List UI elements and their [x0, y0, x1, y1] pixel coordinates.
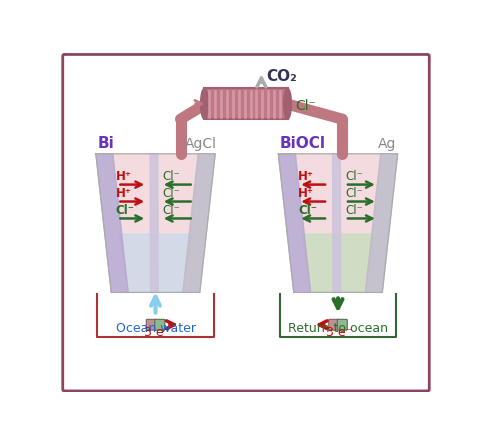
FancyBboxPatch shape [146, 319, 156, 330]
Text: Cl⁻: Cl⁻ [345, 170, 363, 183]
Text: H⁺: H⁺ [299, 170, 314, 183]
FancyBboxPatch shape [337, 319, 347, 330]
Text: Bi: Bi [97, 136, 114, 151]
FancyBboxPatch shape [204, 88, 288, 119]
Text: 3 e⁻: 3 e⁻ [326, 325, 353, 339]
Text: Ocean water: Ocean water [116, 321, 195, 335]
Text: H⁺: H⁺ [116, 170, 132, 183]
Text: Cl⁻: Cl⁻ [162, 204, 180, 217]
Text: BiOCl: BiOCl [280, 136, 326, 151]
Ellipse shape [201, 88, 208, 119]
Text: Return to ocean: Return to ocean [288, 321, 388, 335]
FancyBboxPatch shape [329, 319, 339, 330]
FancyBboxPatch shape [155, 319, 165, 330]
Text: 3 e⁻: 3 e⁻ [144, 325, 170, 339]
Polygon shape [295, 154, 381, 292]
Polygon shape [183, 154, 215, 292]
Polygon shape [278, 154, 311, 292]
Text: Cl⁻: Cl⁻ [299, 204, 317, 217]
Text: CO₂: CO₂ [266, 68, 297, 83]
Text: AgCl: AgCl [184, 137, 216, 151]
Polygon shape [96, 154, 128, 292]
Text: Cl⁻: Cl⁻ [345, 187, 363, 200]
Text: H⁺: H⁺ [299, 187, 314, 200]
Text: Cl⁻: Cl⁻ [345, 204, 363, 217]
Polygon shape [333, 154, 341, 292]
Text: Cl⁻: Cl⁻ [162, 170, 180, 183]
Text: Cl⁻: Cl⁻ [162, 187, 180, 200]
Polygon shape [302, 234, 374, 292]
Polygon shape [365, 154, 398, 292]
Polygon shape [119, 234, 192, 292]
Text: Ag: Ag [378, 137, 396, 151]
Polygon shape [113, 154, 198, 292]
Polygon shape [150, 154, 158, 292]
Text: Cl⁻: Cl⁻ [116, 204, 135, 217]
Ellipse shape [284, 88, 291, 119]
Text: Cl⁻: Cl⁻ [295, 99, 316, 113]
Text: H⁺: H⁺ [116, 187, 132, 200]
